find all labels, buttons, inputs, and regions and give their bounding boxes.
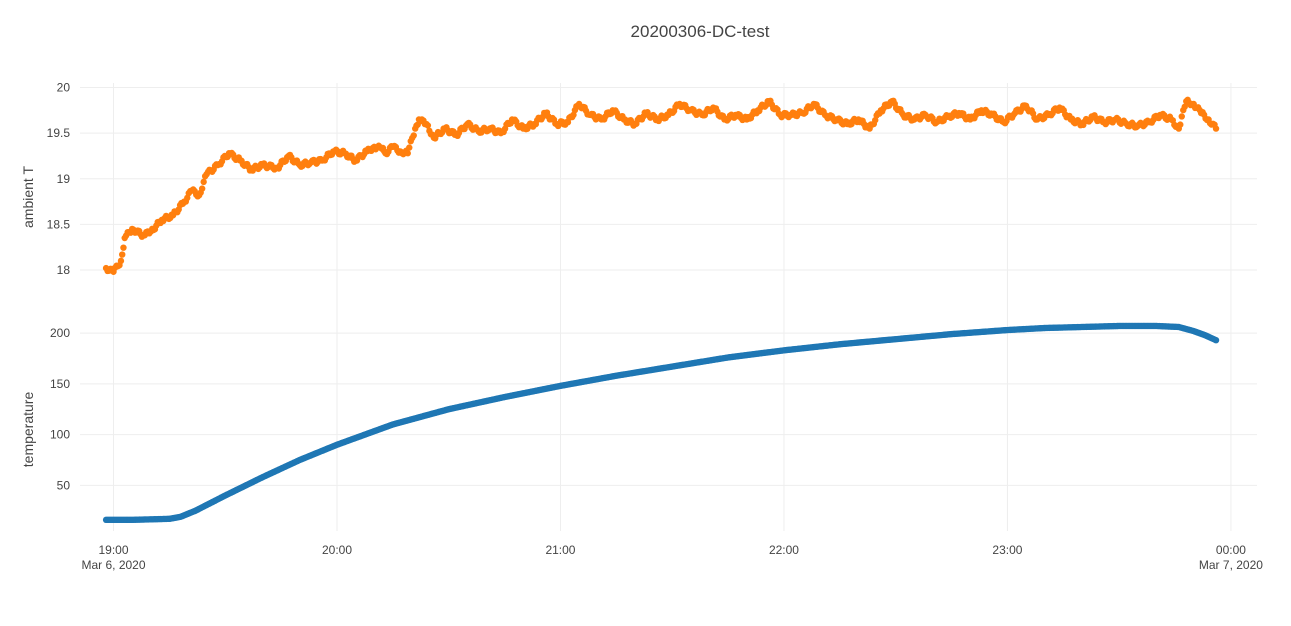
data-point	[117, 257, 125, 265]
data-point-interp	[406, 144, 413, 151]
x-tick-label: 23:00	[992, 543, 1022, 557]
data-point-interp	[410, 132, 417, 139]
data-point-interp	[200, 178, 207, 186]
y-tick-label: 19	[57, 172, 71, 186]
y-tick-label: 18.5	[47, 217, 71, 231]
x-tick-label: 21:00	[545, 543, 575, 557]
y-tick-label: 19.5	[47, 126, 71, 140]
chart-title: 20200306-DC-test	[631, 22, 770, 41]
data-point-interp	[120, 244, 127, 251]
y-tick-label: 20	[57, 81, 71, 95]
data-point-interp	[424, 122, 432, 129]
y-tick-label: 150	[50, 377, 70, 391]
series-markers	[102, 322, 1220, 524]
data-point	[1212, 336, 1220, 344]
x-tick-date-label: Mar 7, 2020	[1199, 558, 1263, 572]
data-point-interp	[1178, 113, 1185, 120]
x-tick-date-label: Mar 6, 2020	[81, 558, 145, 572]
data-point-interp	[198, 185, 206, 192]
data-point-interp	[570, 111, 577, 119]
y-tick-label: 18	[57, 263, 71, 277]
data-point	[404, 150, 411, 157]
y-tick-label: 50	[57, 478, 71, 492]
y-tick-label: 200	[50, 326, 70, 340]
data-layer	[102, 96, 1220, 524]
data-point-interp	[119, 251, 126, 258]
x-tick-label: 20:00	[322, 543, 352, 557]
data-point-interp	[1181, 103, 1188, 110]
y-axis-title: temperature	[20, 392, 36, 468]
data-point-interp	[1177, 121, 1184, 128]
x-tick-label: 00:00	[1216, 543, 1246, 557]
x-tick-label: 22:00	[769, 543, 799, 557]
gridlines	[80, 83, 1257, 531]
data-point	[1212, 125, 1220, 132]
x-tick-label: 19:00	[99, 543, 129, 557]
series-markers	[102, 96, 1220, 275]
y-axis-title: ambient T	[20, 166, 36, 228]
y-tick-label: 100	[50, 428, 70, 442]
